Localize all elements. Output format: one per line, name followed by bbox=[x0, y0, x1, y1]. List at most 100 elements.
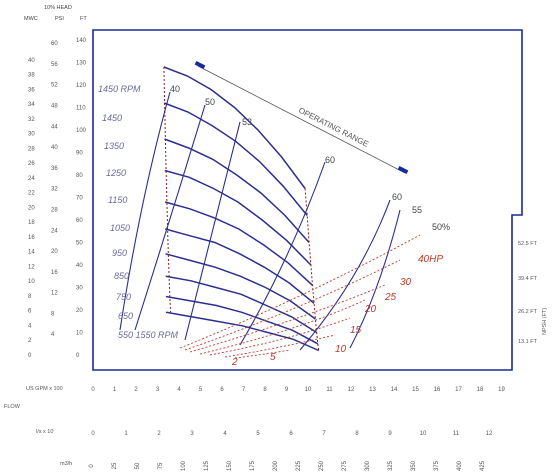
plot-frame bbox=[92, 29, 523, 371]
npsh-title: NPSH (FT) bbox=[542, 308, 548, 335]
hp-label: 15 bbox=[350, 325, 362, 336]
ft-tick-label: 0 bbox=[76, 353, 80, 359]
gpm-tick-label: 19 bbox=[498, 387, 505, 393]
gpm-tick-label: 0 bbox=[91, 387, 95, 393]
gpm-tick-label: 6 bbox=[220, 387, 224, 393]
speed-curves bbox=[163, 66, 320, 352]
m3h-tick-label: 25 bbox=[112, 462, 118, 469]
ft-tick-label: 100 bbox=[76, 128, 87, 134]
psi-tick-label: 24 bbox=[51, 228, 58, 234]
psi-tick-label: 20 bbox=[51, 249, 58, 255]
lps-tick-label: 4 bbox=[223, 431, 227, 437]
ft-tick-label: 10 bbox=[76, 331, 83, 337]
gpm-tick-label: 9 bbox=[285, 387, 289, 393]
m3h-tick-label: 200 bbox=[273, 460, 279, 471]
rpm-label: 1150 bbox=[108, 195, 127, 205]
mwc-tick-label: 20 bbox=[28, 205, 35, 211]
gpm-tick-label: 16 bbox=[434, 387, 441, 393]
psi-tick-label: 48 bbox=[51, 104, 58, 110]
efficiency-label: 53 bbox=[242, 117, 252, 127]
gpm-tick-label: 2 bbox=[134, 387, 138, 393]
m3h-tick-label: 150 bbox=[227, 460, 233, 471]
mwc-tick-label: 36 bbox=[28, 87, 35, 93]
speed-curve bbox=[164, 169, 312, 266]
efficiency-curve bbox=[349, 209, 401, 349]
speed-curve bbox=[165, 311, 320, 352]
m3h-tick-label: 350 bbox=[411, 460, 417, 471]
min-flow-envelope bbox=[163, 66, 172, 313]
speed-curve bbox=[163, 66, 306, 189]
power-curve bbox=[189, 284, 386, 353]
lps-tick-label: 0 bbox=[91, 431, 95, 437]
psi-tick-label: 40 bbox=[51, 145, 58, 151]
npsh-tick-label: 39.4 FT bbox=[518, 276, 538, 282]
speed-curve bbox=[164, 201, 314, 286]
efficiency-label: 40 bbox=[170, 84, 180, 94]
x-axes: 0 1 2 3 4 5 6 7 8 9 10 11 12 13 14 15 16 17 18 190 1 2 3 4 5 6 7 8 9… bbox=[89, 387, 505, 471]
efficiency-curve bbox=[184, 121, 241, 341]
mwc-tick-label: 4 bbox=[28, 323, 32, 329]
mwc-tick-label: 34 bbox=[28, 102, 35, 108]
mwc-tick-label: 28 bbox=[28, 146, 35, 152]
lps-tick-label: 3 bbox=[190, 431, 194, 437]
operating-range-start bbox=[194, 60, 206, 70]
efficiency-label: 50% bbox=[432, 222, 450, 232]
mwc-tick-label: 18 bbox=[28, 220, 35, 226]
gpm-tick-label: 12 bbox=[348, 387, 355, 393]
efficiency-label: 55 bbox=[412, 205, 422, 215]
y-axes: 1401301201101009080706050403020100605652… bbox=[28, 38, 87, 359]
gpm-tick-label: 10 bbox=[305, 387, 312, 393]
unit-mwc-label: MWC bbox=[24, 16, 38, 22]
mwc-tick-label: 2 bbox=[28, 338, 32, 344]
lps-tick-label: 1 bbox=[124, 431, 128, 437]
lps-tick-label: 6 bbox=[289, 431, 293, 437]
m3h-tick-label: 225 bbox=[296, 460, 302, 471]
hp-label: 30 bbox=[400, 277, 412, 288]
unit-ft-label: FT bbox=[80, 16, 87, 22]
gpm-label: US GPM x 100 bbox=[26, 386, 63, 392]
operating-range-line bbox=[197, 65, 406, 174]
gpm-tick-label: 3 bbox=[156, 387, 160, 393]
power-curves bbox=[179, 234, 421, 359]
ft-tick-label: 90 bbox=[76, 151, 83, 157]
hp-label: 5 bbox=[270, 352, 276, 363]
m3h-tick-label: 325 bbox=[388, 460, 394, 471]
gpm-tick-label: 8 bbox=[263, 387, 267, 393]
rpm-label: 1350 bbox=[104, 141, 124, 151]
npsh-tick-label: 52.5 FT bbox=[518, 241, 538, 247]
m3h-tick-label: 75 bbox=[158, 462, 164, 469]
mwc-tick-label: 30 bbox=[28, 132, 35, 138]
psi-tick-label: 60 bbox=[51, 41, 58, 47]
lps-tick-label: 7 bbox=[322, 431, 326, 437]
m3h-tick-label: 0 bbox=[89, 464, 95, 468]
m3h-tick-label: 375 bbox=[434, 460, 440, 471]
gpm-tick-label: 7 bbox=[242, 387, 246, 393]
gpm-tick-label: 11 bbox=[326, 387, 333, 393]
operating-range-label: OPERATING RANGE bbox=[297, 106, 370, 149]
lps-tick-label: 12 bbox=[486, 431, 493, 437]
mwc-tick-label: 12 bbox=[28, 264, 35, 270]
psi-tick-label: 36 bbox=[51, 166, 58, 172]
rpm-label: 950 bbox=[112, 248, 127, 258]
rpm-label: 750 bbox=[116, 292, 131, 302]
mwc-tick-label: 0 bbox=[28, 353, 32, 359]
power-curve bbox=[234, 349, 291, 359]
mwc-tick-label: 6 bbox=[28, 309, 32, 315]
m3h-tick-label: 300 bbox=[365, 460, 371, 471]
speed-curve bbox=[165, 253, 316, 320]
gpm-tick-label: 13 bbox=[369, 387, 376, 393]
psi-tick-label: 16 bbox=[51, 270, 58, 276]
head-percent-label: 10% HEAD bbox=[44, 5, 72, 11]
lps-label: l/s x 10 bbox=[36, 429, 53, 435]
hp-label: 20 bbox=[364, 304, 377, 315]
ft-tick-label: 120 bbox=[76, 83, 87, 89]
lps-tick-label: 2 bbox=[157, 431, 161, 437]
rpm-label: 650 bbox=[118, 311, 133, 321]
power-curve bbox=[199, 299, 366, 355]
rpm-label: 1050 bbox=[110, 223, 130, 233]
m3h-tick-label: 50 bbox=[135, 462, 141, 469]
speed-curve bbox=[164, 138, 310, 243]
hp-label: 25 bbox=[384, 292, 397, 303]
hp-label: 10 bbox=[335, 344, 347, 355]
